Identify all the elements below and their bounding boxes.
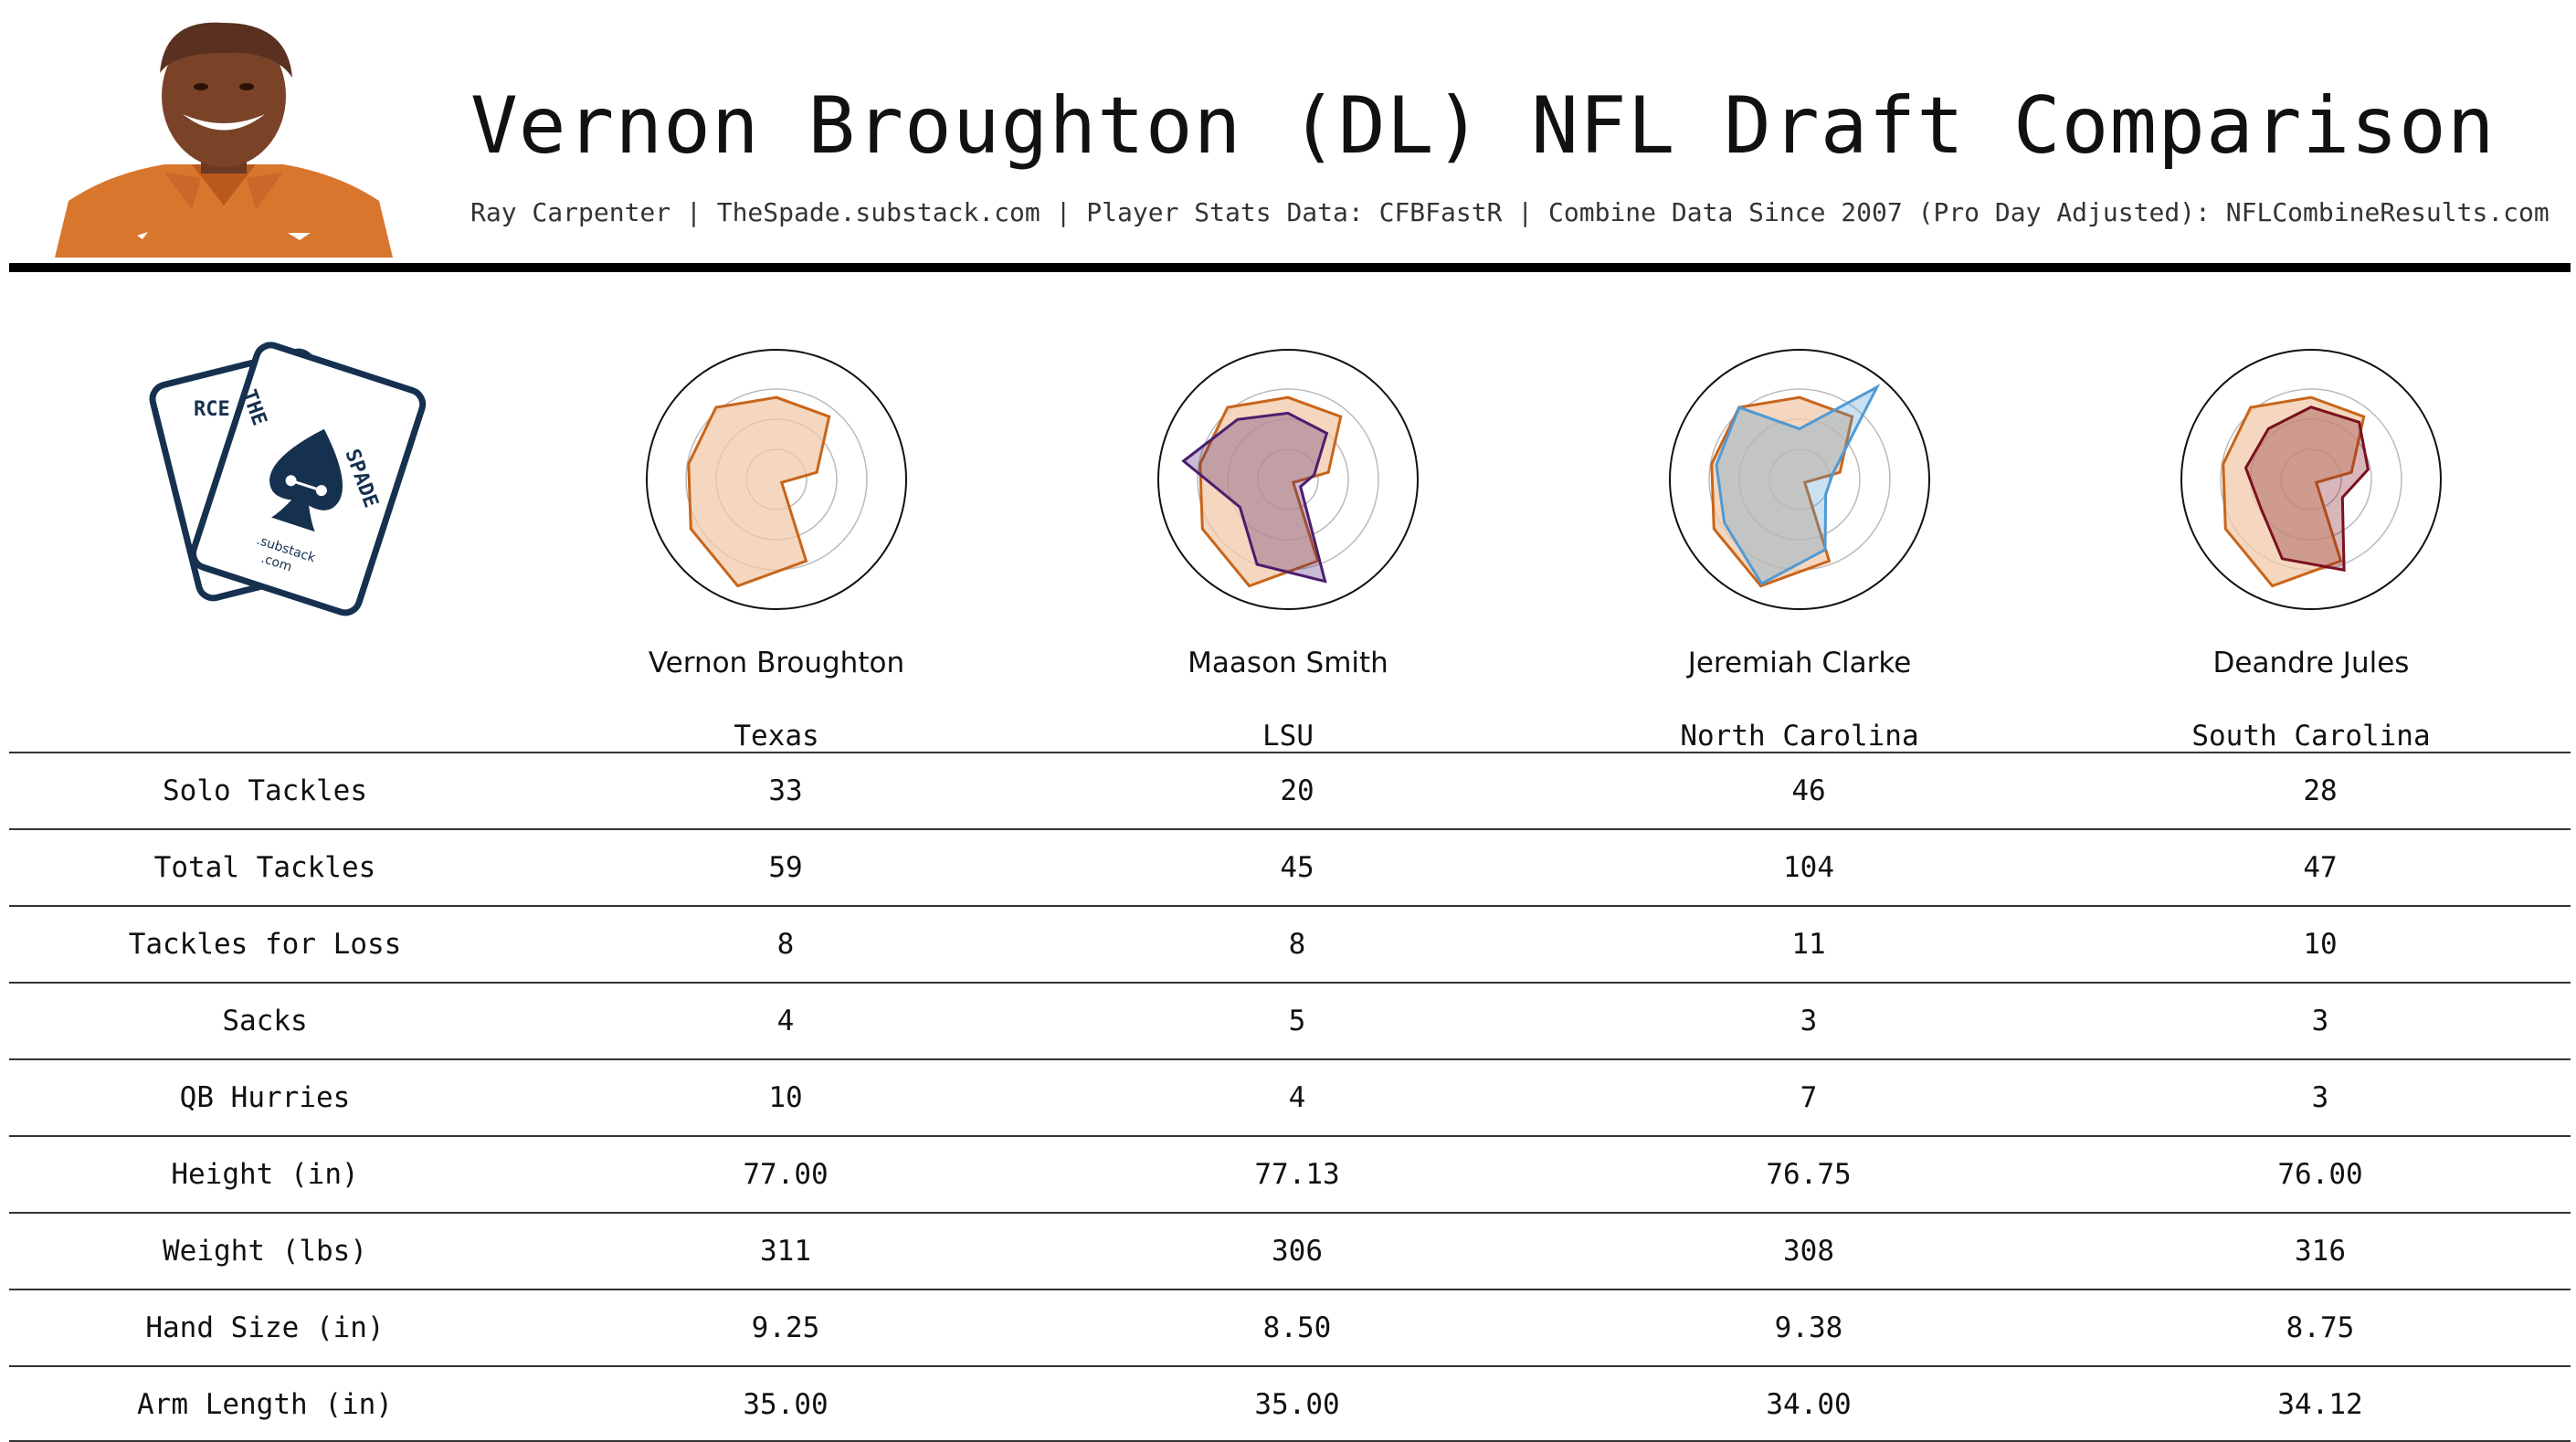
radar-outline [2180,349,2442,610]
table-cell: 8.75 [2286,1311,2355,1344]
table-cell: 11 [1791,928,1826,961]
table-cell: 59 [768,851,803,884]
table-row: Sacks 4 5 3 3 [9,982,2571,1058]
player-school: South Carolina [2191,720,2431,753]
table-cell: 45 [1280,851,1314,884]
table-cell: 10 [768,1081,803,1114]
table-cell: 3 [1800,1005,1818,1037]
table-cell: 34.12 [2277,1388,2363,1421]
svg-text:RCE: RCE [194,398,230,421]
row-label: Tackles for Loss [128,928,402,961]
radar-chart-deandre [2180,349,2442,610]
table-row: Height (in) 77.00 77.13 76.75 76.00 [9,1135,2571,1212]
row-label: Hand Size (in) [145,1311,385,1344]
table-cell: 306 [1272,1235,1323,1268]
table-cell: 34.00 [1766,1388,1852,1421]
table-row: Total Tackles 59 45 104 47 [9,828,2571,905]
table-row: Tackles for Loss 8 8 11 10 [9,905,2571,982]
the-spade-logo-icon: RCE THE SPADE .substack .com [149,342,427,616]
table-cell: 28 [2303,774,2338,807]
table-cell: 35.00 [1254,1388,1340,1421]
radar-series-base [687,395,831,588]
table-cell: 10 [2303,928,2338,961]
table-cell: 311 [760,1235,811,1268]
row-label: Height (in) [171,1158,359,1191]
player-column-1: Vernon Broughton Texas [521,347,1032,753]
header: Vernon Broughton (DL) NFL Draft Comparis… [0,0,2576,272]
player-name: Jeremiah Clarke [1687,647,1912,679]
radar-series-comparison [1181,411,1329,584]
player-name: Maason Smith [1188,647,1388,679]
table-cell: 3 [2311,1081,2329,1114]
player-column-2: Maason Smith LSU [1032,347,1544,753]
player-column-4: Deandre Jules South Carolina [2055,347,2567,753]
radar-series-base [1710,395,1854,588]
table-cell: 7 [1800,1081,1818,1114]
radar-series-comparison [2243,405,2370,573]
table-cell: 4 [1288,1081,1306,1114]
radar-outline [646,349,907,610]
player-school: LSU [1262,720,1314,753]
table-row: QB Hurries 10 4 7 3 [9,1058,2571,1135]
table-cell: 33 [768,774,803,807]
table-cell: 8.50 [1262,1311,1332,1344]
table-cell: 46 [1791,774,1826,807]
table-cell: 8 [1288,928,1306,961]
row-label: Arm Length (in) [137,1388,393,1421]
table-cell: 8 [776,928,795,961]
table-row: Hand Size (in) 9.25 8.50 9.38 8.75 [9,1289,2571,1365]
row-label: Solo Tackles [163,774,367,807]
table-cell: 308 [1783,1235,1834,1268]
table-row: Arm Length (in) 35.00 35.00 34.00 34.12 [9,1365,2571,1442]
radar-chart-vernon [646,349,907,610]
table-cell: 77.00 [743,1158,829,1191]
player-column-3: Jeremiah Clarke North Carolina [1544,347,2055,753]
table-cell: 9.38 [1774,1311,1843,1344]
radar-outline [1157,349,1419,610]
table-row: Solo Tackles 33 20 46 28 [9,752,2571,828]
table-cell: 76.75 [1766,1158,1852,1191]
row-label: Sacks [222,1005,308,1037]
table-cell: 35.00 [743,1388,829,1421]
table-cell: 3 [2311,1005,2329,1037]
radar-series-comparison [1715,384,1881,586]
player-name: Deandre Jules [2212,647,2410,679]
table-cell: 76.00 [2277,1158,2363,1191]
player-headshot-icon [55,22,393,258]
table-cell: 77.13 [1254,1158,1340,1191]
row-label: QB Hurries [179,1081,351,1114]
player-school: Texas [734,720,819,753]
page-title: Vernon Broughton (DL) NFL Draft Comparis… [470,80,2496,172]
radar-chart-maason [1157,349,1419,610]
header-divider [9,263,2571,272]
radar-chart-jeremiah [1669,349,1930,610]
player-school: North Carolina [1680,720,1919,753]
table-cell: 5 [1288,1005,1306,1037]
table-cell: 20 [1280,774,1314,807]
table-cell: 104 [1783,851,1834,884]
table-cell: 47 [2303,851,2338,884]
stats-table: Solo Tackles 33 20 46 28 Total Tackles 5… [9,752,2571,1442]
player-name: Vernon Broughton [648,647,905,679]
row-label: Total Tackles [153,851,376,884]
row-label: Weight (lbs) [163,1235,367,1268]
radar-outline [1669,349,1930,610]
page-subtitle: Ray Carpenter | TheSpade.substack.com | … [470,197,2550,227]
table-cell: 316 [2295,1235,2346,1268]
radar-series-base [1198,395,1343,588]
table-row: Weight (lbs) 311 306 308 316 [9,1212,2571,1289]
table-cell: 9.25 [751,1311,820,1344]
table-cell: 4 [776,1005,795,1037]
